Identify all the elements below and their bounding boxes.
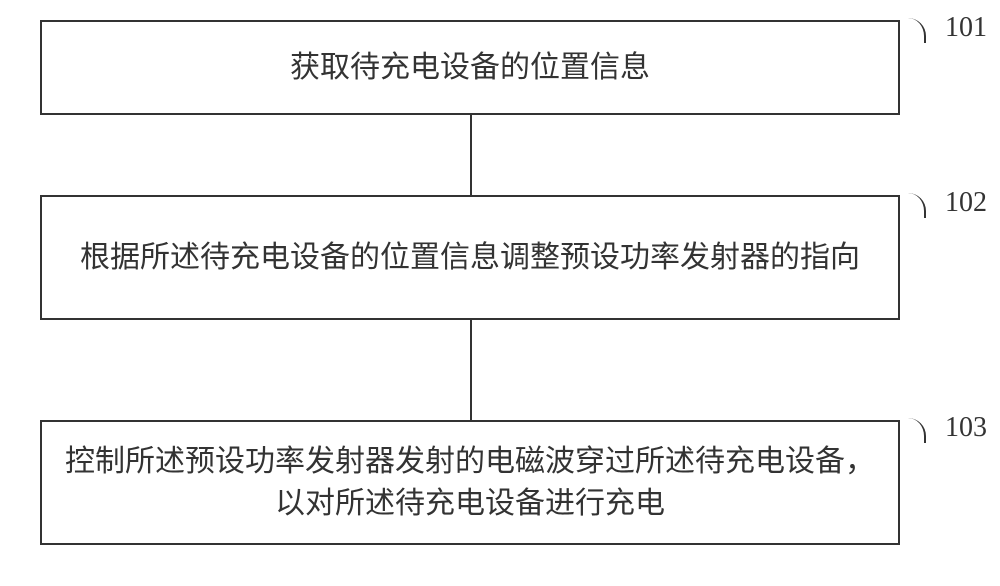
step-3-label: 103 [945, 412, 987, 444]
step-1-text: 获取待充电设备的位置信息 [290, 47, 650, 89]
flowchart-step-1: 获取待充电设备的位置信息 [40, 20, 900, 115]
step-3-label-connector [898, 418, 926, 443]
flowchart-container: 获取待充电设备的位置信息 101 根据所述待充电设备的位置信息调整预设功率发射器… [40, 20, 940, 566]
flowchart-step-3: 控制所述预设功率发射器发射的电磁波穿过所述待充电设备，以对所述待充电设备进行充电 [40, 420, 900, 545]
connector-2-3 [470, 320, 472, 420]
step-1-label-connector [898, 18, 926, 43]
step-2-label: 102 [945, 187, 987, 219]
step-2-label-connector [898, 193, 926, 218]
connector-1-2 [470, 115, 472, 195]
step-2-text: 根据所述待充电设备的位置信息调整预设功率发射器的指向 [80, 237, 860, 279]
step-3-text: 控制所述预设功率发射器发射的电磁波穿过所述待充电设备，以对所述待充电设备进行充电 [62, 441, 878, 525]
step-1-label: 101 [945, 12, 987, 44]
flowchart-step-2: 根据所述待充电设备的位置信息调整预设功率发射器的指向 [40, 195, 900, 320]
